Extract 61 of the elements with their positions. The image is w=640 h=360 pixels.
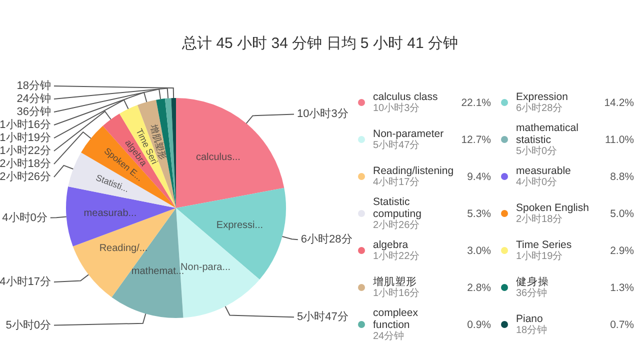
text: 1小时16分	[0, 119, 51, 132]
legend-label: Piano	[516, 313, 543, 325]
data-label: 12.7%	[460, 134, 491, 146]
text: 36分钟	[516, 288, 548, 299]
legend-label: Statistic computing	[373, 196, 422, 220]
data-label: 14.2%	[603, 96, 634, 108]
text: 4小时0分	[516, 177, 558, 188]
text: 2小时26分	[0, 171, 51, 184]
text: 1小时16分	[373, 288, 420, 299]
text: 4小时17分	[373, 177, 420, 188]
text: 5小时0分	[516, 146, 558, 157]
data-label: 5.3%	[466, 208, 491, 220]
text: 1小时19分	[516, 251, 563, 262]
text: 2小时18分	[516, 214, 563, 225]
text: Expressi...	[216, 220, 264, 231]
text: 2小时18分	[0, 158, 51, 170]
data-label: 3.0%	[466, 244, 491, 256]
text: 18分钟	[516, 325, 548, 336]
text: 36分钟	[16, 106, 51, 118]
chart-title: 总计 45 小时 34 分钟 日均 5 小时 41 分钟	[181, 34, 459, 53]
legend-label: 增肌塑形	[373, 276, 418, 288]
legend-label: mathematical statistic	[516, 122, 580, 146]
text: 5小时47分	[373, 140, 420, 151]
text: 1小时19分	[0, 132, 51, 144]
text: measurab...	[84, 208, 137, 220]
text: calculus...	[196, 152, 240, 163]
legend-label: Time Series	[516, 239, 573, 251]
text: 24分钟	[373, 331, 404, 342]
data-label: 9.4%	[466, 170, 491, 182]
data-label: 11.0%	[604, 134, 634, 146]
data-label: 1.3%	[609, 282, 634, 294]
text: 4小时17分	[0, 276, 51, 288]
legend-label: 健身操	[516, 276, 550, 288]
data-label: 0.9%	[466, 318, 491, 330]
text: 5小时0分	[6, 319, 51, 332]
text: 6小时28分	[516, 103, 563, 114]
text: 1小时22分	[373, 251, 420, 262]
legend-label: Expression	[516, 91, 569, 103]
data-label: 2.8%	[466, 282, 491, 294]
legend-label: Non-parameter	[373, 128, 445, 140]
data-label: 5.0%	[609, 208, 634, 220]
text: 10小时3分	[373, 103, 420, 114]
text: 5小时47分	[297, 311, 348, 324]
legend-label: Reading/listening	[373, 165, 454, 177]
text: 6小时28分	[300, 234, 352, 246]
text: Reading/...	[99, 242, 148, 254]
text: 1小时22分	[0, 145, 51, 158]
text: 24分钟	[16, 93, 51, 106]
text: 18分钟	[16, 80, 51, 92]
text: 10小时3分	[297, 108, 348, 120]
data-label: 0.7%	[609, 318, 634, 330]
legend-label: calculus class	[373, 91, 439, 103]
data-label: 8.8%	[609, 170, 634, 182]
legend-label: algebra	[373, 239, 410, 251]
text: 2小时26分	[373, 220, 420, 231]
legend-label: measurable	[516, 165, 572, 177]
legend-label: Spoken English	[516, 202, 590, 214]
data-label: 22.1%	[460, 96, 491, 108]
data-label: 2.9%	[609, 244, 634, 256]
text: 4小时0分	[2, 212, 48, 224]
legend-label: compleex function	[373, 307, 419, 331]
